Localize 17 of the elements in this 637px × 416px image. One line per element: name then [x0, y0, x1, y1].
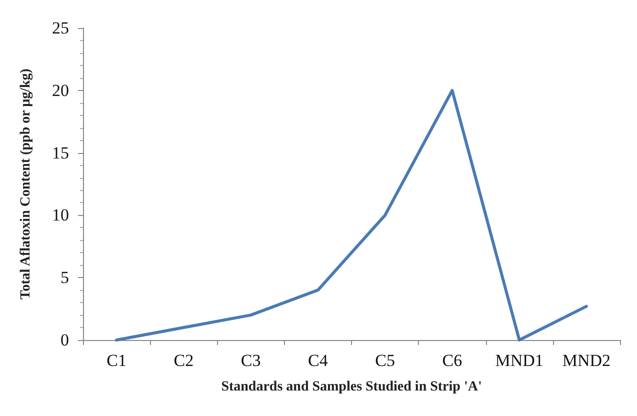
y-tick-label: 20 [52, 80, 69, 100]
y-tick-label: 25 [52, 18, 69, 38]
y-tick-label: 15 [52, 143, 69, 162]
y-tick-label: 10 [52, 206, 69, 225]
x-tick-label: C3 [240, 351, 261, 370]
x-tick-label: C5 [375, 351, 395, 370]
x-axis-title: Standards and Samples Studied in Strip 'A' [221, 380, 482, 394]
x-tick-label: C1 [106, 351, 126, 370]
x-tick-label: C6 [442, 351, 462, 370]
y-tick-label: 0 [60, 330, 69, 350]
x-tick-label: C2 [174, 351, 194, 370]
x-tick-label: MND1 [495, 351, 544, 370]
line-series [115, 88, 588, 342]
y-tick-label: 5 [60, 268, 69, 288]
x-tick-label: C4 [308, 351, 328, 370]
y-axis-title: Total Aflatoxin Content (ppb or µg/kg) [18, 68, 34, 300]
x-tick-label: MND2 [562, 351, 611, 370]
